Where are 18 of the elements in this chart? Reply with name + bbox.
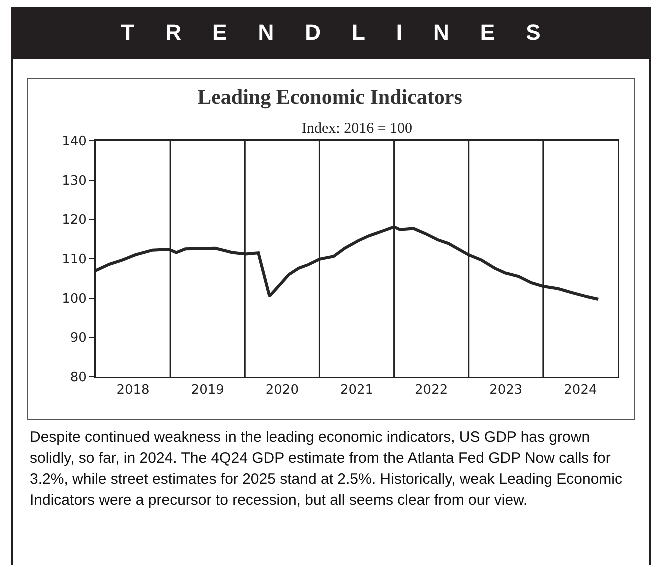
y-tick-label: 90 <box>70 331 87 346</box>
y-tick-label: 110 <box>62 252 87 268</box>
x-tick-label: 2019 <box>191 383 224 398</box>
chart-subtitle: Index: 2016 = 100 <box>302 121 413 137</box>
text: Despite continued weakness in the leading economic indicators, US GDP has grown solidly, so far, in 2024. The 4Q24 GDP estimate from the Atlanta Fed GDP Now calls for 3.2%, while street estimates for 2025 stand at 2.5%. Historically, weak Leading Economic Indicators were a precursor to recession, but all seems clear from our view. <box>30 428 624 511</box>
x-tick-label: 2023 <box>490 383 523 398</box>
y-tick-label: 140 <box>62 134 87 150</box>
text: TRENDLINES <box>11 7 651 59</box>
x-tick-label: 2020 <box>266 383 299 398</box>
x-tick-label: 2022 <box>415 383 448 398</box>
x-tick-label: 2018 <box>116 383 150 398</box>
chart-title: Leading Economic Indicators <box>198 84 462 109</box>
y-tick-label: 120 <box>62 213 87 228</box>
x-tick-label: 2024 <box>564 383 598 398</box>
x-tick-label: 2021 <box>340 383 374 398</box>
y-tick-label: 80 <box>70 370 87 386</box>
y-tick-label: 130 <box>62 174 87 189</box>
y-tick-label: 100 <box>62 292 87 307</box>
